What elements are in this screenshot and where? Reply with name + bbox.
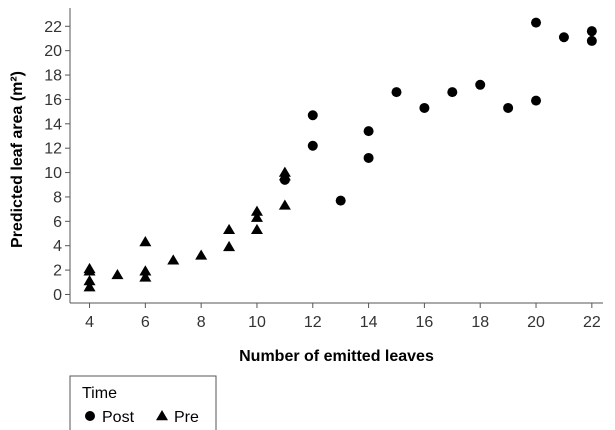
y-axis-ticks: 0 2 4 6 8 10 12 14 16 18 20 22 [44, 19, 70, 304]
x-tick-label: 14 [360, 314, 378, 331]
x-tick-label: 18 [471, 314, 489, 331]
point-post [531, 95, 542, 106]
legend-label-post: Post [102, 409, 135, 426]
point-post [447, 87, 458, 98]
point-pre [195, 249, 208, 260]
point-pre [83, 275, 96, 286]
point-pre [83, 265, 96, 276]
y-tick-label: 22 [44, 19, 62, 36]
x-tick-label: 12 [304, 314, 322, 331]
point-pre [139, 271, 152, 282]
y-tick-label: 4 [53, 238, 62, 255]
y-tick-label: 10 [44, 165, 62, 182]
point-post [503, 102, 514, 113]
point-pre [111, 268, 124, 280]
point-post [363, 152, 374, 163]
point-pre [250, 223, 263, 235]
legend-label-pre: Pre [174, 409, 199, 426]
point-post [335, 195, 346, 206]
point-post [558, 32, 569, 43]
point-post [363, 126, 374, 137]
x-tick-label: 20 [527, 314, 545, 331]
legend-items: Post Pre [85, 409, 199, 426]
point-pre [278, 170, 291, 181]
x-axis-title: Number of emitted leaves [239, 348, 434, 365]
x-tick-label: 10 [248, 314, 266, 331]
legend-marker-post [85, 411, 95, 421]
y-tick-label: 6 [53, 214, 62, 231]
legend: Time Post Pre [69, 375, 217, 430]
point-pre [250, 211, 263, 222]
point-post [307, 140, 318, 151]
point-pre [278, 199, 291, 210]
data-points [83, 17, 597, 292]
x-tick-label: 16 [416, 314, 434, 331]
point-post [475, 79, 486, 90]
y-tick-label: 0 [53, 287, 62, 304]
x-tick-label: 22 [583, 314, 601, 331]
legend-box [69, 375, 217, 430]
y-tick-label: 2 [53, 263, 62, 280]
y-tick-label: 14 [44, 116, 62, 133]
legend-item-pre: Pre [156, 409, 199, 426]
point-pre [139, 236, 152, 247]
x-axis-ticks: 4 6 8 10 12 14 16 18 20 22 [85, 303, 601, 331]
x-tick-label: 4 [85, 314, 94, 331]
x-tick-label: 8 [197, 314, 206, 331]
x-tick-label: 6 [141, 314, 150, 331]
y-tick-label: 18 [44, 68, 62, 85]
legend-item-post: Post [85, 409, 135, 426]
y-tick-label: 20 [44, 43, 62, 60]
legend-marker-pre [156, 410, 168, 421]
point-post [531, 17, 542, 28]
y-tick-label: 12 [44, 141, 62, 158]
point-post [391, 87, 402, 98]
point-post [419, 102, 430, 113]
point-pre [223, 223, 236, 235]
legend-title: Time [82, 385, 117, 402]
y-axis-title: Predicted leaf area (m²) [9, 71, 26, 248]
point-pre [139, 265, 152, 276]
y-tick-label: 16 [44, 92, 62, 109]
point-post [586, 26, 597, 37]
point-pre [250, 205, 263, 216]
point-post [307, 110, 318, 121]
point-pre [167, 254, 180, 265]
plot-area: 0 2 4 6 8 10 12 14 16 18 20 22 4 6 8 10 12 14 16 18 20 22 [44, 8, 603, 331]
point-pre [223, 240, 236, 252]
point-pre [83, 281, 96, 292]
point-post [586, 35, 597, 46]
y-tick-label: 8 [53, 189, 62, 206]
